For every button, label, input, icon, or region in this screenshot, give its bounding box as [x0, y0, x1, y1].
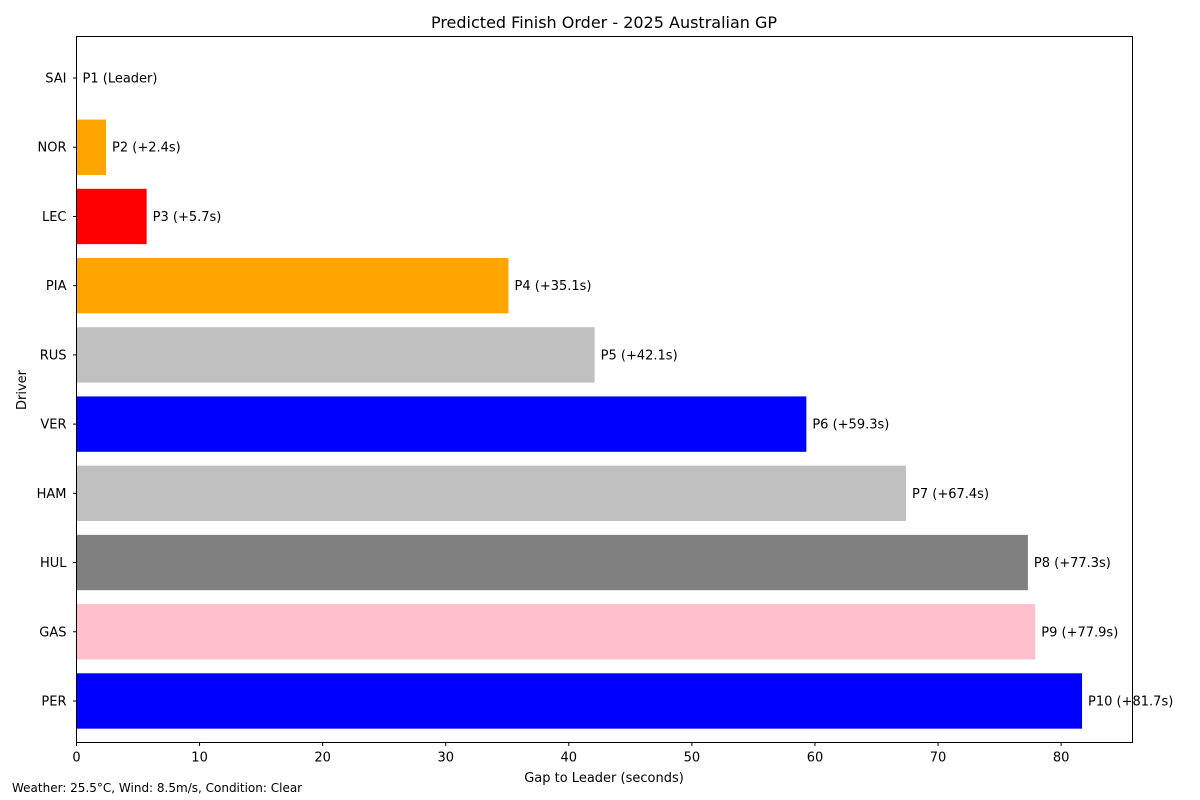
bar-label-ver: P6 (+59.3s) — [812, 418, 889, 433]
y-tick-label-rus: RUS — [40, 348, 67, 363]
y-axis-ticks: SAI NOR LEC PIA RUS VER HAM HUL GAS PER — [37, 72, 77, 709]
bar-label-lec: P3 (+5.7s) — [153, 210, 222, 225]
bar-ham — [76, 465, 907, 522]
x-tick-label-70: 70 — [930, 751, 947, 766]
x-tick-label-60: 60 — [807, 751, 824, 766]
y-tick-label-ham: HAM — [37, 487, 67, 502]
x-tick-label-0: 0 — [72, 751, 80, 766]
plot-frame — [76, 36, 1133, 743]
bar-per — [76, 673, 1083, 729]
bar-gas — [76, 604, 1036, 660]
bar-label-pia: P4 (+35.1s) — [515, 279, 592, 294]
x-axis-ticks: 0 10 20 30 40 50 60 70 80 — [72, 742, 1070, 766]
y-axis-label: Driver — [15, 369, 30, 410]
bar-labels-group: P1 (Leader) P2 (+2.4s) P3 (+5.7s) P4 (+35.1… — [83, 72, 1174, 710]
bar-label-nor: P2 (+2.4s) — [112, 141, 181, 156]
chart-title: Predicted Finish Order - 2025 Australian… — [431, 13, 777, 32]
bar-label-hul: P8 (+77.3s) — [1034, 556, 1111, 571]
bar-lec — [76, 188, 147, 245]
y-tick-label-hul: HUL — [40, 556, 67, 571]
x-tick-label-50: 50 — [684, 751, 701, 766]
y-tick-label-sai: SAI — [45, 72, 66, 87]
y-tick-label-nor: NOR — [38, 141, 67, 156]
y-tick-label-gas: GAS — [39, 625, 66, 640]
bar-ver — [76, 396, 807, 452]
bar-nor — [76, 119, 107, 175]
y-tick-label-lec: LEC — [42, 210, 67, 225]
x-tick-label-40: 40 — [561, 751, 578, 766]
bar-hul — [76, 534, 1028, 591]
bar-rus — [76, 327, 595, 383]
bars-group — [76, 119, 1083, 729]
bar-label-per: P10 (+81.7s) — [1088, 694, 1173, 709]
x-tick-label-80: 80 — [1053, 751, 1070, 766]
bar-label-sai: P1 (Leader) — [83, 72, 158, 87]
x-axis-label: Gap to Leader (seconds) — [524, 771, 684, 786]
y-tick-label-pia: PIA — [46, 279, 67, 294]
weather-footer: Weather: 25.5°C, Wind: 8.5m/s, Condition… — [12, 781, 303, 795]
x-tick-label-20: 20 — [314, 751, 331, 766]
bar-pia — [76, 257, 509, 314]
x-tick-label-10: 10 — [191, 751, 208, 766]
bar-label-gas: P9 (+77.9s) — [1041, 625, 1118, 640]
x-tick-label-30: 30 — [437, 751, 454, 766]
y-tick-label-per: PER — [41, 694, 66, 709]
bar-label-rus: P5 (+42.1s) — [601, 348, 678, 363]
y-tick-label-ver: VER — [40, 418, 66, 433]
bar-label-ham: P7 (+67.4s) — [912, 487, 989, 502]
